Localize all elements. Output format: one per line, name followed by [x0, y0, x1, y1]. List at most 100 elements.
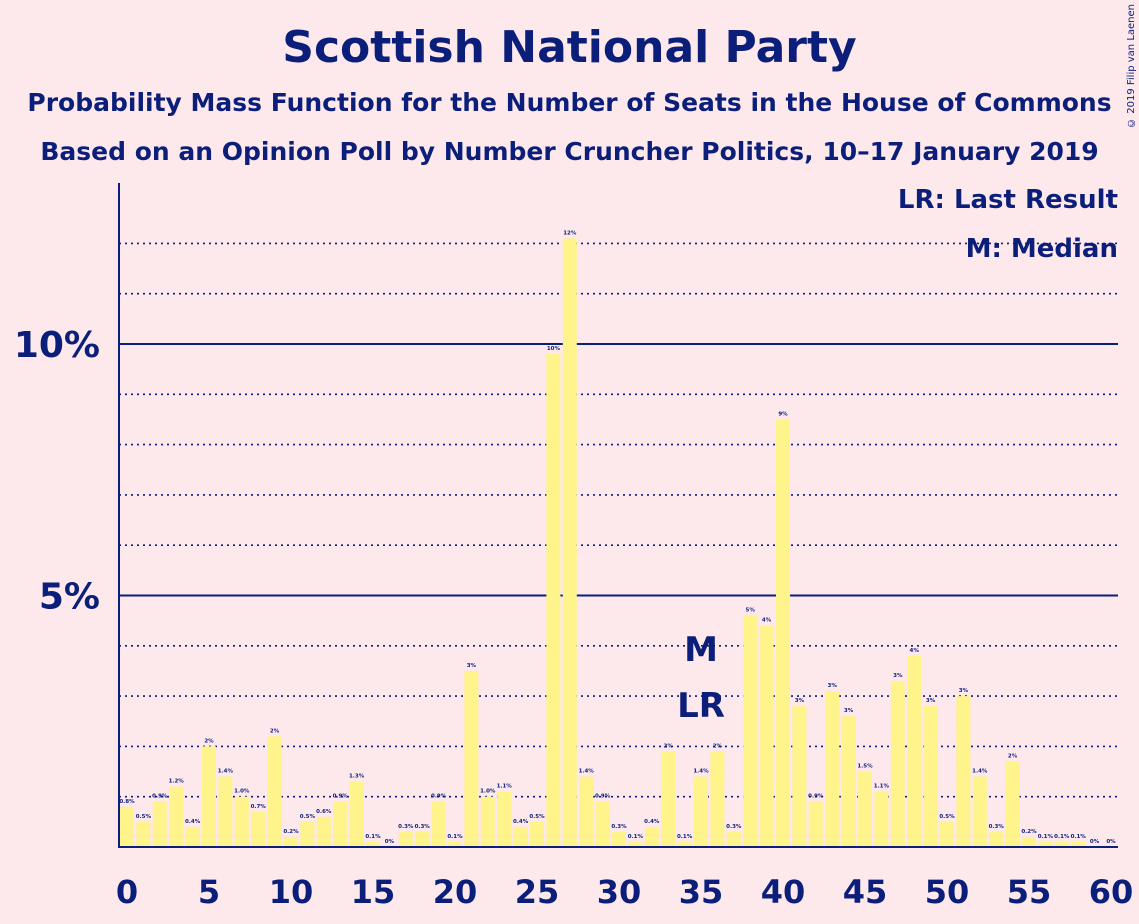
x-tick-label: 15: [351, 873, 396, 911]
bar-seat-55: [1022, 836, 1036, 847]
bar-seat-18: [415, 831, 430, 847]
bar-label-seat-47: 3%: [893, 673, 903, 679]
bar-seat-27: [562, 238, 577, 847]
y-tick-label: 10%: [14, 325, 100, 366]
bar-label-seat-37: 0.3%: [726, 824, 742, 830]
bar-label-seat-20: 0.1%: [447, 834, 463, 840]
bar-label-seat-53: 0.3%: [989, 824, 1005, 830]
bar-label-seat-6: 1.4%: [218, 769, 234, 775]
bar-seat-12: [316, 816, 331, 847]
bar-seat-15: [366, 841, 380, 847]
bar-label-seat-17: 0.3%: [398, 824, 414, 830]
bar-label-seat-10: 0.2%: [283, 829, 299, 835]
bar-seat-14: [349, 781, 364, 847]
bar-seat-20: [448, 841, 462, 847]
x-tick-label: 35: [679, 873, 724, 911]
bar-label-seat-5: 2%: [204, 738, 214, 744]
bar-label-seat-56: 0.1%: [1038, 834, 1054, 840]
bar-label-seat-4: 0.4%: [185, 819, 201, 825]
bar-label-seat-55: 0.2%: [1021, 829, 1037, 835]
bar-seat-13: [333, 801, 348, 847]
x-tick-label: 40: [761, 873, 806, 911]
bar-label-seat-14: 1.3%: [349, 774, 365, 780]
bar-label-seat-43: 3%: [828, 683, 838, 689]
bar-label-seat-46: 1.1%: [874, 784, 890, 790]
bar-seat-2: [152, 801, 167, 847]
bar-seat-47: [890, 681, 905, 847]
bar-label-seat-25: 0.5%: [529, 814, 545, 820]
bar-seat-49: [923, 706, 938, 847]
bar-seat-48: [907, 655, 922, 847]
x-tick-label: 50: [925, 873, 970, 911]
last-result-marker: LR: [677, 686, 725, 726]
bar-seat-38: [743, 615, 758, 847]
bar-label-seat-41: 3%: [795, 698, 805, 704]
bar-label-seat-36: 2%: [713, 743, 723, 749]
bar-seat-29: [595, 801, 610, 847]
bar-label-seat-38: 5%: [746, 608, 756, 614]
bar-label-seat-42: 0.9%: [808, 794, 824, 800]
legend-median: M: Median: [965, 234, 1118, 264]
bar-label-seat-45: 1.5%: [857, 764, 873, 770]
x-tick-label: 55: [1007, 873, 1052, 911]
bar-seat-56: [1038, 841, 1053, 847]
bar-seat-24: [513, 826, 528, 847]
bar-label-seat-54: 2%: [1008, 753, 1018, 759]
bar-seat-50: [940, 821, 954, 847]
y-tick-label: 5%: [39, 577, 100, 618]
bar-seat-7: [234, 796, 249, 847]
bar-label-seat-16: 0%: [385, 839, 395, 845]
bar-seat-58: [1071, 841, 1086, 847]
bar-label-seat-40: 9%: [778, 411, 788, 417]
bar-seat-3: [169, 786, 184, 847]
bar-seat-25: [530, 821, 544, 847]
bar-label-seat-29: 0.9%: [595, 794, 611, 800]
bar-seat-54: [1005, 761, 1020, 847]
bar-seat-6: [218, 776, 233, 847]
legend-last-result: LR: Last Result: [897, 185, 1118, 215]
bar-label-seat-59: 0%: [1090, 839, 1100, 845]
bar-label-seat-27: 12%: [563, 230, 577, 236]
bar-label-seat-35: 1.4%: [693, 769, 709, 775]
bar-label-seat-31: 0.1%: [628, 834, 644, 840]
bar-label-seat-58: 0.1%: [1071, 834, 1087, 840]
bar-label-seat-1: 0.5%: [136, 814, 152, 820]
bar-seat-0: [120, 806, 134, 847]
bar-seat-10: [284, 836, 298, 847]
bar-label-seat-52: 1.4%: [972, 769, 988, 775]
bar-seat-5: [202, 746, 216, 847]
bar-label-seat-34: 0.1%: [677, 834, 693, 840]
bar-seat-11: [300, 821, 315, 847]
bar-seat-41: [792, 706, 807, 847]
bar-seat-43: [825, 691, 840, 847]
bar-seat-21: [464, 670, 479, 847]
bar-label-seat-0: 0.8%: [119, 799, 135, 805]
x-tick-label: 25: [515, 873, 560, 911]
bar-seat-51: [956, 696, 971, 847]
bar-label-seat-8: 0.7%: [251, 804, 267, 810]
bar-label-seat-23: 1.1%: [497, 784, 513, 790]
median-marker: M: [684, 630, 718, 670]
bar-seat-32: [644, 826, 659, 847]
bar-label-seat-32: 0.4%: [644, 819, 660, 825]
bar-seat-57: [1054, 841, 1069, 847]
bar-seat-1: [136, 821, 151, 847]
bar-label-seat-48: 4%: [910, 648, 920, 654]
bar-label-seat-9: 2%: [270, 728, 280, 734]
x-tick-label: 10: [269, 873, 314, 911]
x-tick-label: 20: [433, 873, 478, 911]
bar-label-seat-24: 0.4%: [513, 819, 529, 825]
bar-seat-22: [480, 796, 495, 847]
bar-label-seat-50: 0.5%: [939, 814, 955, 820]
chart-subtitle-1: Probability Mass Function for the Number…: [27, 88, 1112, 117]
bar-seat-28: [579, 776, 594, 847]
bar-seat-9: [267, 736, 282, 847]
bar-seat-8: [251, 811, 266, 847]
bar-label-seat-33: 2%: [664, 743, 674, 749]
x-tick-label: 5: [198, 873, 220, 911]
x-tick-label: 30: [597, 873, 642, 911]
bar-seat-30: [612, 831, 626, 847]
bar-seat-37: [726, 831, 741, 847]
bar-seat-52: [972, 776, 987, 847]
